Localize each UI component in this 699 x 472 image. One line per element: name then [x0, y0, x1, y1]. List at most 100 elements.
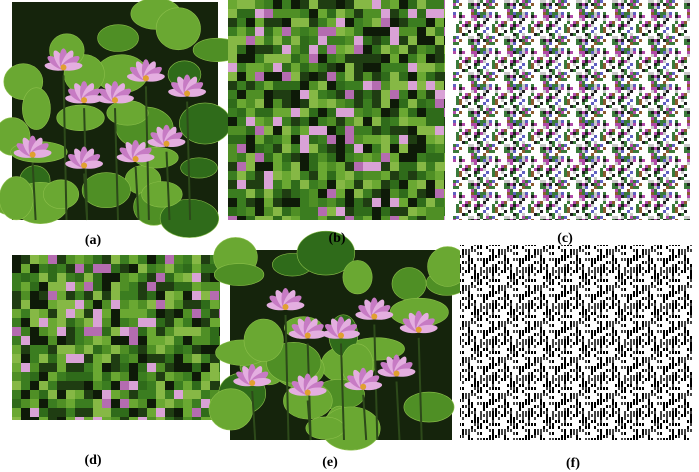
block: [12, 354, 21, 363]
block: [156, 255, 165, 264]
flower-center: [61, 64, 67, 70]
block: [138, 327, 147, 336]
block: [30, 363, 39, 372]
block: [66, 417, 75, 420]
block: [417, 72, 426, 81]
block: [66, 390, 75, 399]
block: [264, 198, 273, 207]
block: [120, 300, 129, 309]
block: [30, 336, 39, 345]
block: [309, 45, 318, 54]
block: [291, 180, 300, 189]
block: [192, 399, 201, 408]
block: [75, 417, 84, 420]
block: [309, 162, 318, 171]
block: [354, 117, 363, 126]
block: [399, 162, 408, 171]
block: [327, 18, 336, 27]
block: [336, 9, 345, 18]
block: [381, 117, 390, 126]
block: [93, 363, 102, 372]
block: [129, 408, 138, 417]
block: [345, 63, 354, 72]
leaf: [343, 260, 372, 294]
flower-center: [184, 91, 190, 97]
block: [363, 45, 372, 54]
block: [57, 300, 66, 309]
block: [309, 36, 318, 45]
flower-center: [371, 314, 377, 320]
block: [201, 372, 210, 381]
block: [327, 99, 336, 108]
block: [300, 54, 309, 63]
block: [21, 354, 30, 363]
block: [84, 363, 93, 372]
block: [30, 291, 39, 300]
block: [336, 117, 345, 126]
block: [39, 291, 48, 300]
block: [264, 108, 273, 117]
panel-label: (b): [328, 231, 345, 246]
block: [21, 399, 30, 408]
block: [165, 363, 174, 372]
block: [363, 198, 372, 207]
block: [318, 180, 327, 189]
block: [381, 153, 390, 162]
block: [21, 291, 30, 300]
block: [372, 27, 381, 36]
block: [237, 117, 246, 126]
block: [201, 336, 210, 345]
block: [255, 198, 264, 207]
leaf: [0, 177, 33, 220]
block: [426, 171, 435, 180]
block: [111, 327, 120, 336]
block: [273, 0, 282, 9]
block: [444, 81, 445, 90]
block: [282, 135, 291, 144]
block: [318, 54, 327, 63]
block: [381, 36, 390, 45]
block: [273, 135, 282, 144]
leaf: [22, 88, 50, 130]
block: [120, 255, 129, 264]
block: [336, 189, 345, 198]
block: [435, 90, 444, 99]
block: [246, 0, 255, 9]
block: [39, 309, 48, 318]
block: [309, 189, 318, 198]
block: [318, 207, 327, 216]
block: [363, 36, 372, 45]
block: [426, 216, 435, 220]
block: [273, 198, 282, 207]
block: [183, 408, 192, 417]
block: [246, 90, 255, 99]
block: [372, 63, 381, 72]
block: [192, 273, 201, 282]
block: [48, 390, 57, 399]
block: [48, 399, 57, 408]
block: [57, 417, 66, 420]
block: [237, 198, 246, 207]
block: [147, 264, 156, 273]
block: [354, 99, 363, 108]
block: [138, 309, 147, 318]
block: [426, 63, 435, 72]
block: [408, 144, 417, 153]
block: [21, 345, 30, 354]
block: [12, 381, 21, 390]
block: [174, 336, 183, 345]
block: [147, 291, 156, 300]
block: [426, 27, 435, 36]
block: [255, 99, 264, 108]
block: [30, 381, 39, 390]
block: [291, 162, 300, 171]
block: [39, 381, 48, 390]
block: [255, 216, 264, 220]
block: [408, 99, 417, 108]
block: [435, 45, 444, 54]
block: [165, 336, 174, 345]
block: [264, 81, 273, 90]
block: [75, 372, 84, 381]
block: [156, 408, 165, 417]
block: [138, 291, 147, 300]
